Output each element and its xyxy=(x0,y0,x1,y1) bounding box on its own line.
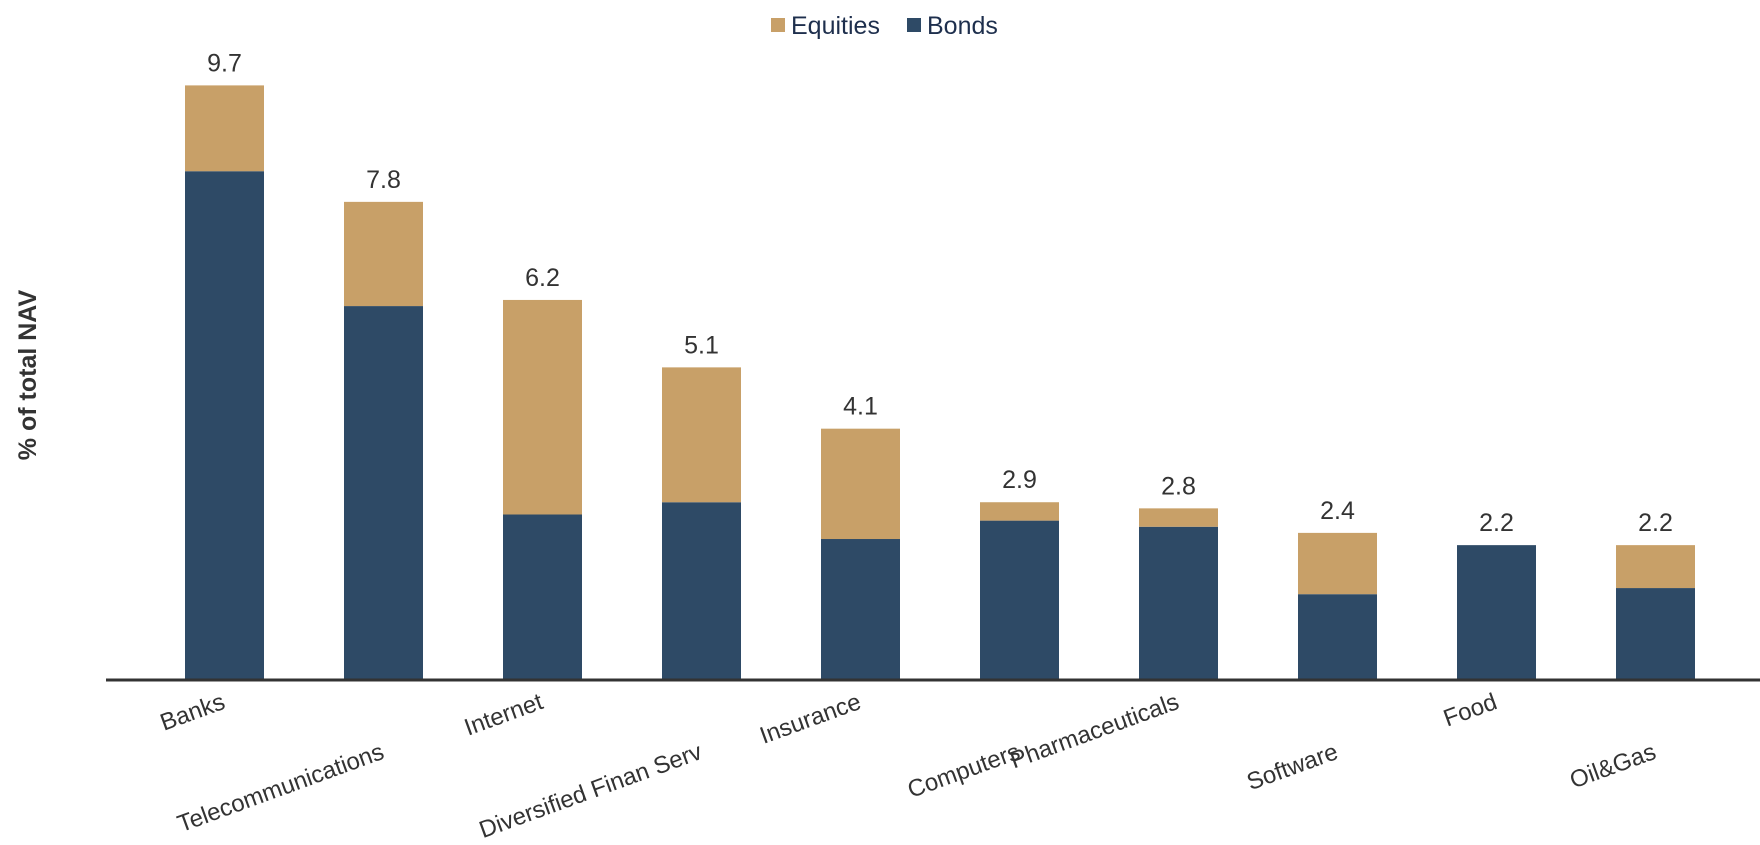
x-tick-label-insurance: Insurance xyxy=(756,688,864,749)
bar-equities-insurance xyxy=(821,428,900,540)
bar-equities-oil-gas xyxy=(1616,545,1695,589)
x-tick-label-food: Food xyxy=(1440,688,1501,732)
total-label-diversified-finan-serv: 5.1 xyxy=(684,331,719,359)
total-label-pharmaceuticals: 2.8 xyxy=(1161,472,1196,500)
x-tick-label-telecommunications: Telecommunications xyxy=(174,738,388,838)
bar-bonds-computers xyxy=(980,520,1059,680)
total-label-internet: 6.2 xyxy=(525,264,560,292)
y-axis-label: % of total NAV xyxy=(14,290,42,461)
legend-label-bonds: Bonds xyxy=(927,12,998,40)
bar-equities-software xyxy=(1298,532,1377,595)
bar-equities-diversified-finan-serv xyxy=(662,367,741,503)
x-tick-label-pharmaceuticals: Pharmaceuticals xyxy=(1007,688,1183,774)
legend-label-equities: Equities xyxy=(791,12,880,40)
total-label-computers: 2.9 xyxy=(1002,466,1037,494)
total-label-software: 2.4 xyxy=(1320,497,1355,525)
x-tick-label-oil-gas: Oil&Gas xyxy=(1566,738,1659,794)
bar-bonds-food xyxy=(1457,545,1536,680)
x-tick-label-computers: Computers xyxy=(904,738,1024,804)
bar-equities-banks xyxy=(185,85,264,172)
x-tick-label-diversified-finan-serv: Diversified Finan Serv xyxy=(476,738,706,844)
total-label-banks: 9.7 xyxy=(207,49,242,77)
bar-equities-telecommunications xyxy=(344,201,423,307)
total-label-telecommunications: 7.8 xyxy=(366,166,401,194)
bar-bonds-software xyxy=(1298,594,1377,680)
bar-bonds-pharmaceuticals xyxy=(1139,526,1218,680)
bar-bonds-internet xyxy=(503,514,582,680)
legend-swatch-equities xyxy=(771,18,785,32)
total-label-food: 2.2 xyxy=(1479,509,1514,537)
bar-bonds-insurance xyxy=(821,539,900,680)
bar-equities-computers xyxy=(980,502,1059,521)
bar-equities-pharmaceuticals xyxy=(1139,508,1218,527)
bar-bonds-banks xyxy=(185,171,264,680)
x-tick-label-software: Software xyxy=(1243,738,1341,796)
bar-equities-internet xyxy=(503,299,582,515)
legend: Equities Bonds xyxy=(771,12,998,40)
total-label-insurance: 4.1 xyxy=(843,393,878,421)
x-tick-label-internet: Internet xyxy=(461,688,547,741)
bar-bonds-diversified-finan-serv xyxy=(662,502,741,680)
total-label-oil-gas: 2.2 xyxy=(1638,509,1673,537)
bar-bonds-telecommunications xyxy=(344,306,423,680)
legend-swatch-bonds xyxy=(907,18,921,32)
bars: 9.7 7.8 6.2 5.1 4.1 2.9 2.8 2.4 2.2 2.2 xyxy=(185,49,1695,680)
bar-bonds-oil-gas xyxy=(1616,588,1695,680)
x-tick-label-banks: Banks xyxy=(157,688,229,736)
